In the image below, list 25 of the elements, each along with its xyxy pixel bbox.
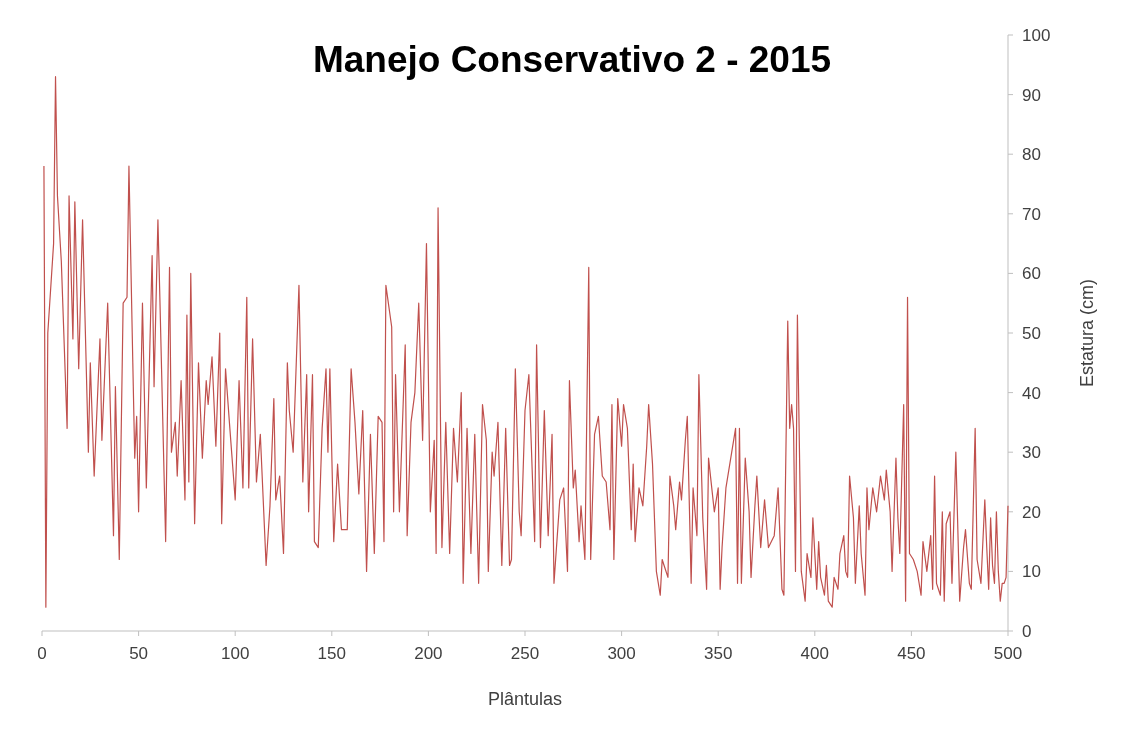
x-tick-label: 350 xyxy=(704,644,733,663)
x-tick-label: 400 xyxy=(800,644,829,663)
x-tick-label: 100 xyxy=(221,644,250,663)
x-tick-label: 250 xyxy=(510,644,540,663)
y-tick-label: 40 xyxy=(1022,383,1041,403)
x-axis-title: Plântulas xyxy=(487,689,563,709)
y-axis-title: Estatura (cm) xyxy=(1077,278,1097,388)
chart-title: Manejo Conservativo 2 - 2015 xyxy=(312,39,832,80)
y-tick-label: 0 xyxy=(1022,622,1032,641)
y-tick-label: 80 xyxy=(1022,145,1041,165)
y-tick-label: 60 xyxy=(1022,264,1041,284)
x-tick-label: 500 xyxy=(993,644,1023,663)
y-tick-label: 10 xyxy=(1022,562,1041,582)
y-tick-label: 30 xyxy=(1022,443,1041,463)
x-tick-label: 300 xyxy=(607,644,636,663)
y-tick-label: 100 xyxy=(1022,26,1051,45)
x-tick-label: 450 xyxy=(897,644,926,663)
y-tick-label: 50 xyxy=(1022,324,1041,343)
x-tick-label: 200 xyxy=(414,644,443,663)
x-tick-label: 0 xyxy=(37,644,47,663)
y-tick-label: 20 xyxy=(1022,502,1041,522)
x-tick-label: 150 xyxy=(317,644,346,663)
y-tick-label: 90 xyxy=(1022,85,1041,105)
y-tick-label: 70 xyxy=(1022,204,1041,224)
x-tick-label: 50 xyxy=(129,644,149,663)
